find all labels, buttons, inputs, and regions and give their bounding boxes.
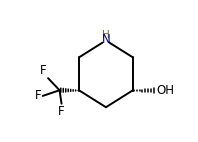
Text: F: F [34, 89, 41, 102]
Text: F: F [40, 64, 47, 77]
Text: F: F [58, 105, 65, 118]
Text: N: N [102, 33, 110, 46]
Text: OH: OH [156, 84, 174, 97]
Text: H: H [102, 30, 110, 40]
